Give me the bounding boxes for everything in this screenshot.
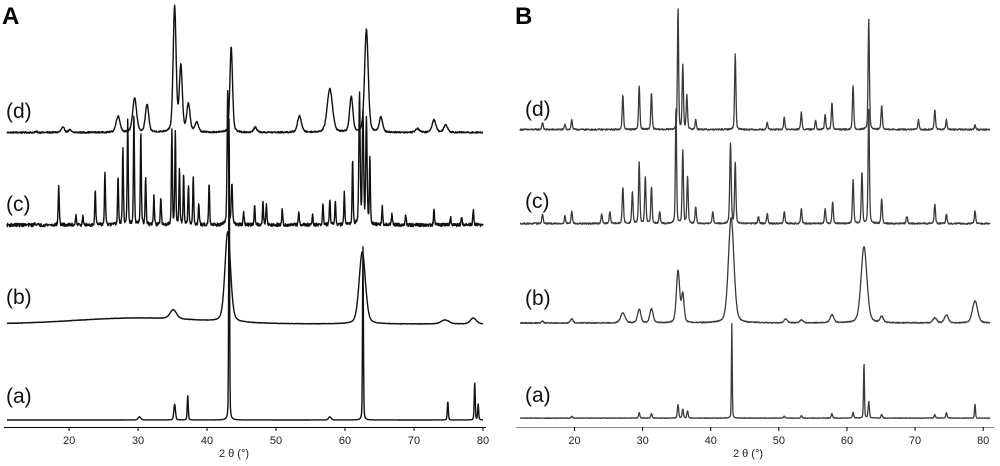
curve-label-a: (a) <box>525 384 551 407</box>
curve-label-d: (d) <box>525 98 551 121</box>
x-tick-label: 70 <box>909 435 921 447</box>
panel-b-x-axis-title: 2 θ (°) <box>733 448 763 460</box>
x-tick-label: 30 <box>132 435 144 447</box>
panel-a-x-axis-title: 2 θ (°) <box>219 448 249 460</box>
curve-label-c: (c) <box>525 190 550 213</box>
x-tick-label: 80 <box>477 435 489 447</box>
panel-a-x-ticks: 20 30 40 50 60 70 80 <box>63 427 489 447</box>
panel-a-letter: A <box>2 3 19 30</box>
pattern-curve-d <box>6 4 484 134</box>
panel-b-x-ticks: 20 30 40 50 60 70 80 <box>568 427 989 447</box>
x-tick-label: 60 <box>339 435 351 447</box>
curve-label-c: (c) <box>6 193 31 216</box>
panel-b-curves <box>519 8 991 420</box>
x-tick-label: 30 <box>636 435 648 447</box>
x-tick-label: 40 <box>705 435 717 447</box>
curve-label-b: (b) <box>525 287 551 310</box>
x-tick-label: 50 <box>270 435 282 447</box>
pattern-curve-c <box>519 108 991 225</box>
pattern-curve-c <box>6 90 484 228</box>
pattern-curve-b <box>6 231 484 325</box>
curve-label-b: (b) <box>6 286 32 309</box>
pattern-curve-d <box>519 8 991 131</box>
panel-a-curves <box>6 4 484 421</box>
panel-a: A (d) (c) (b) (a) 20 30 40 50 60 70 80 2 θ (°) <box>2 3 489 460</box>
panel-b-curve-labels: (d) (c) (b) (a) <box>525 98 551 407</box>
x-tick-label: 50 <box>773 435 785 447</box>
curve-label-d: (d) <box>6 100 32 123</box>
x-tick-label: 40 <box>201 435 213 447</box>
panel-b-letter: B <box>515 3 532 30</box>
pattern-curve-a <box>6 118 484 421</box>
x-tick-label: 20 <box>63 435 75 447</box>
pattern-curve-b <box>519 217 991 325</box>
panel-b: B (d) (c) (b) (a) 20 30 40 50 60 70 80 2 θ (°) <box>515 3 994 460</box>
curve-label-a: (a) <box>6 385 32 408</box>
x-tick-label: 60 <box>841 435 853 447</box>
x-tick-label: 70 <box>408 435 420 447</box>
pattern-curve-a <box>519 323 991 420</box>
panel-a-curve-labels: (d) (c) (b) (a) <box>6 100 32 408</box>
x-tick-label: 20 <box>568 435 580 447</box>
x-tick-label: 80 <box>977 435 989 447</box>
